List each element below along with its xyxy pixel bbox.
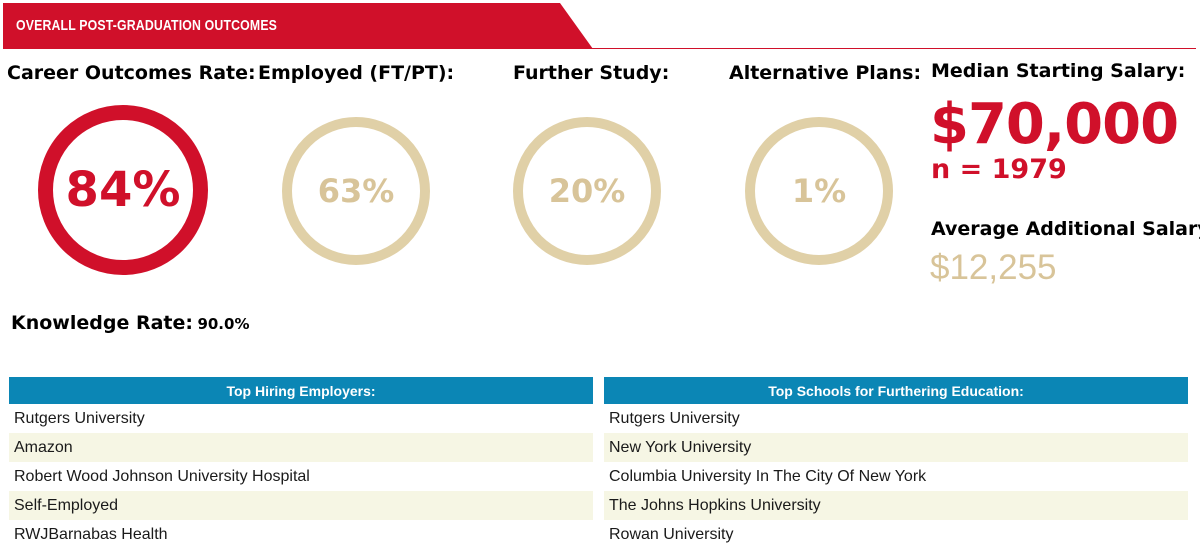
knowledge-rate-value: 90.0%	[197, 315, 250, 333]
knowledge-rate: Knowledge Rate: 90.0%	[11, 312, 249, 334]
employer-row: Robert Wood Johnson University Hospital	[14, 468, 310, 485]
employed-ring: 63%	[282, 117, 430, 265]
sample-size: n = 1979	[931, 154, 1067, 185]
median-salary-value: $70,000	[930, 92, 1179, 157]
schools-table-header: Top Schools for Furthering Education:	[604, 377, 1188, 404]
employed-value: 63%	[317, 172, 395, 210]
knowledge-rate-label: Knowledge Rate:	[11, 312, 193, 334]
employer-row: RWJBarnabas Health	[14, 526, 168, 543]
median-salary-label: Median Starting Salary:	[931, 60, 1186, 82]
further-study-ring: 20%	[513, 117, 661, 265]
alternative-plans-label: Alternative Plans:	[729, 62, 922, 84]
school-row: Rutgers University	[609, 410, 740, 427]
employer-row: Self-Employed	[9, 491, 593, 520]
alternative-plans-ring: 1%	[745, 117, 893, 265]
further-study-value: 20%	[548, 172, 626, 210]
employers-table: Top Hiring Employers: Rutgers University…	[9, 377, 593, 549]
section-title: OVERALL POST-GRADUATION OUTCOMES	[16, 17, 278, 34]
career-outcomes-value: 84%	[65, 162, 181, 218]
school-row: Columbia University In The City Of New Y…	[609, 468, 927, 485]
alternative-plans-value: 1%	[791, 172, 847, 210]
section-banner: OVERALL POST-GRADUATION OUTCOMES	[3, 3, 593, 49]
school-row: Rowan University	[609, 526, 734, 543]
banner-divider	[590, 48, 1196, 49]
career-outcomes-ring: 84%	[38, 105, 208, 275]
employer-row: Amazon	[9, 433, 593, 462]
employers-table-header: Top Hiring Employers:	[9, 377, 593, 404]
career-outcomes-label: Career Outcomes Rate:	[7, 62, 256, 84]
school-row: New York University	[604, 433, 1188, 462]
employed-label: Employed (FT/PT):	[258, 62, 455, 84]
further-study-label: Further Study:	[513, 62, 670, 84]
schools-table: Top Schools for Furthering Education: Ru…	[604, 377, 1188, 549]
school-row: The Johns Hopkins University	[604, 491, 1188, 520]
additional-salary-label: Average Additional Salary:	[931, 218, 1200, 240]
additional-salary-value: $12,255	[930, 248, 1057, 287]
employer-row: Rutgers University	[14, 410, 145, 427]
